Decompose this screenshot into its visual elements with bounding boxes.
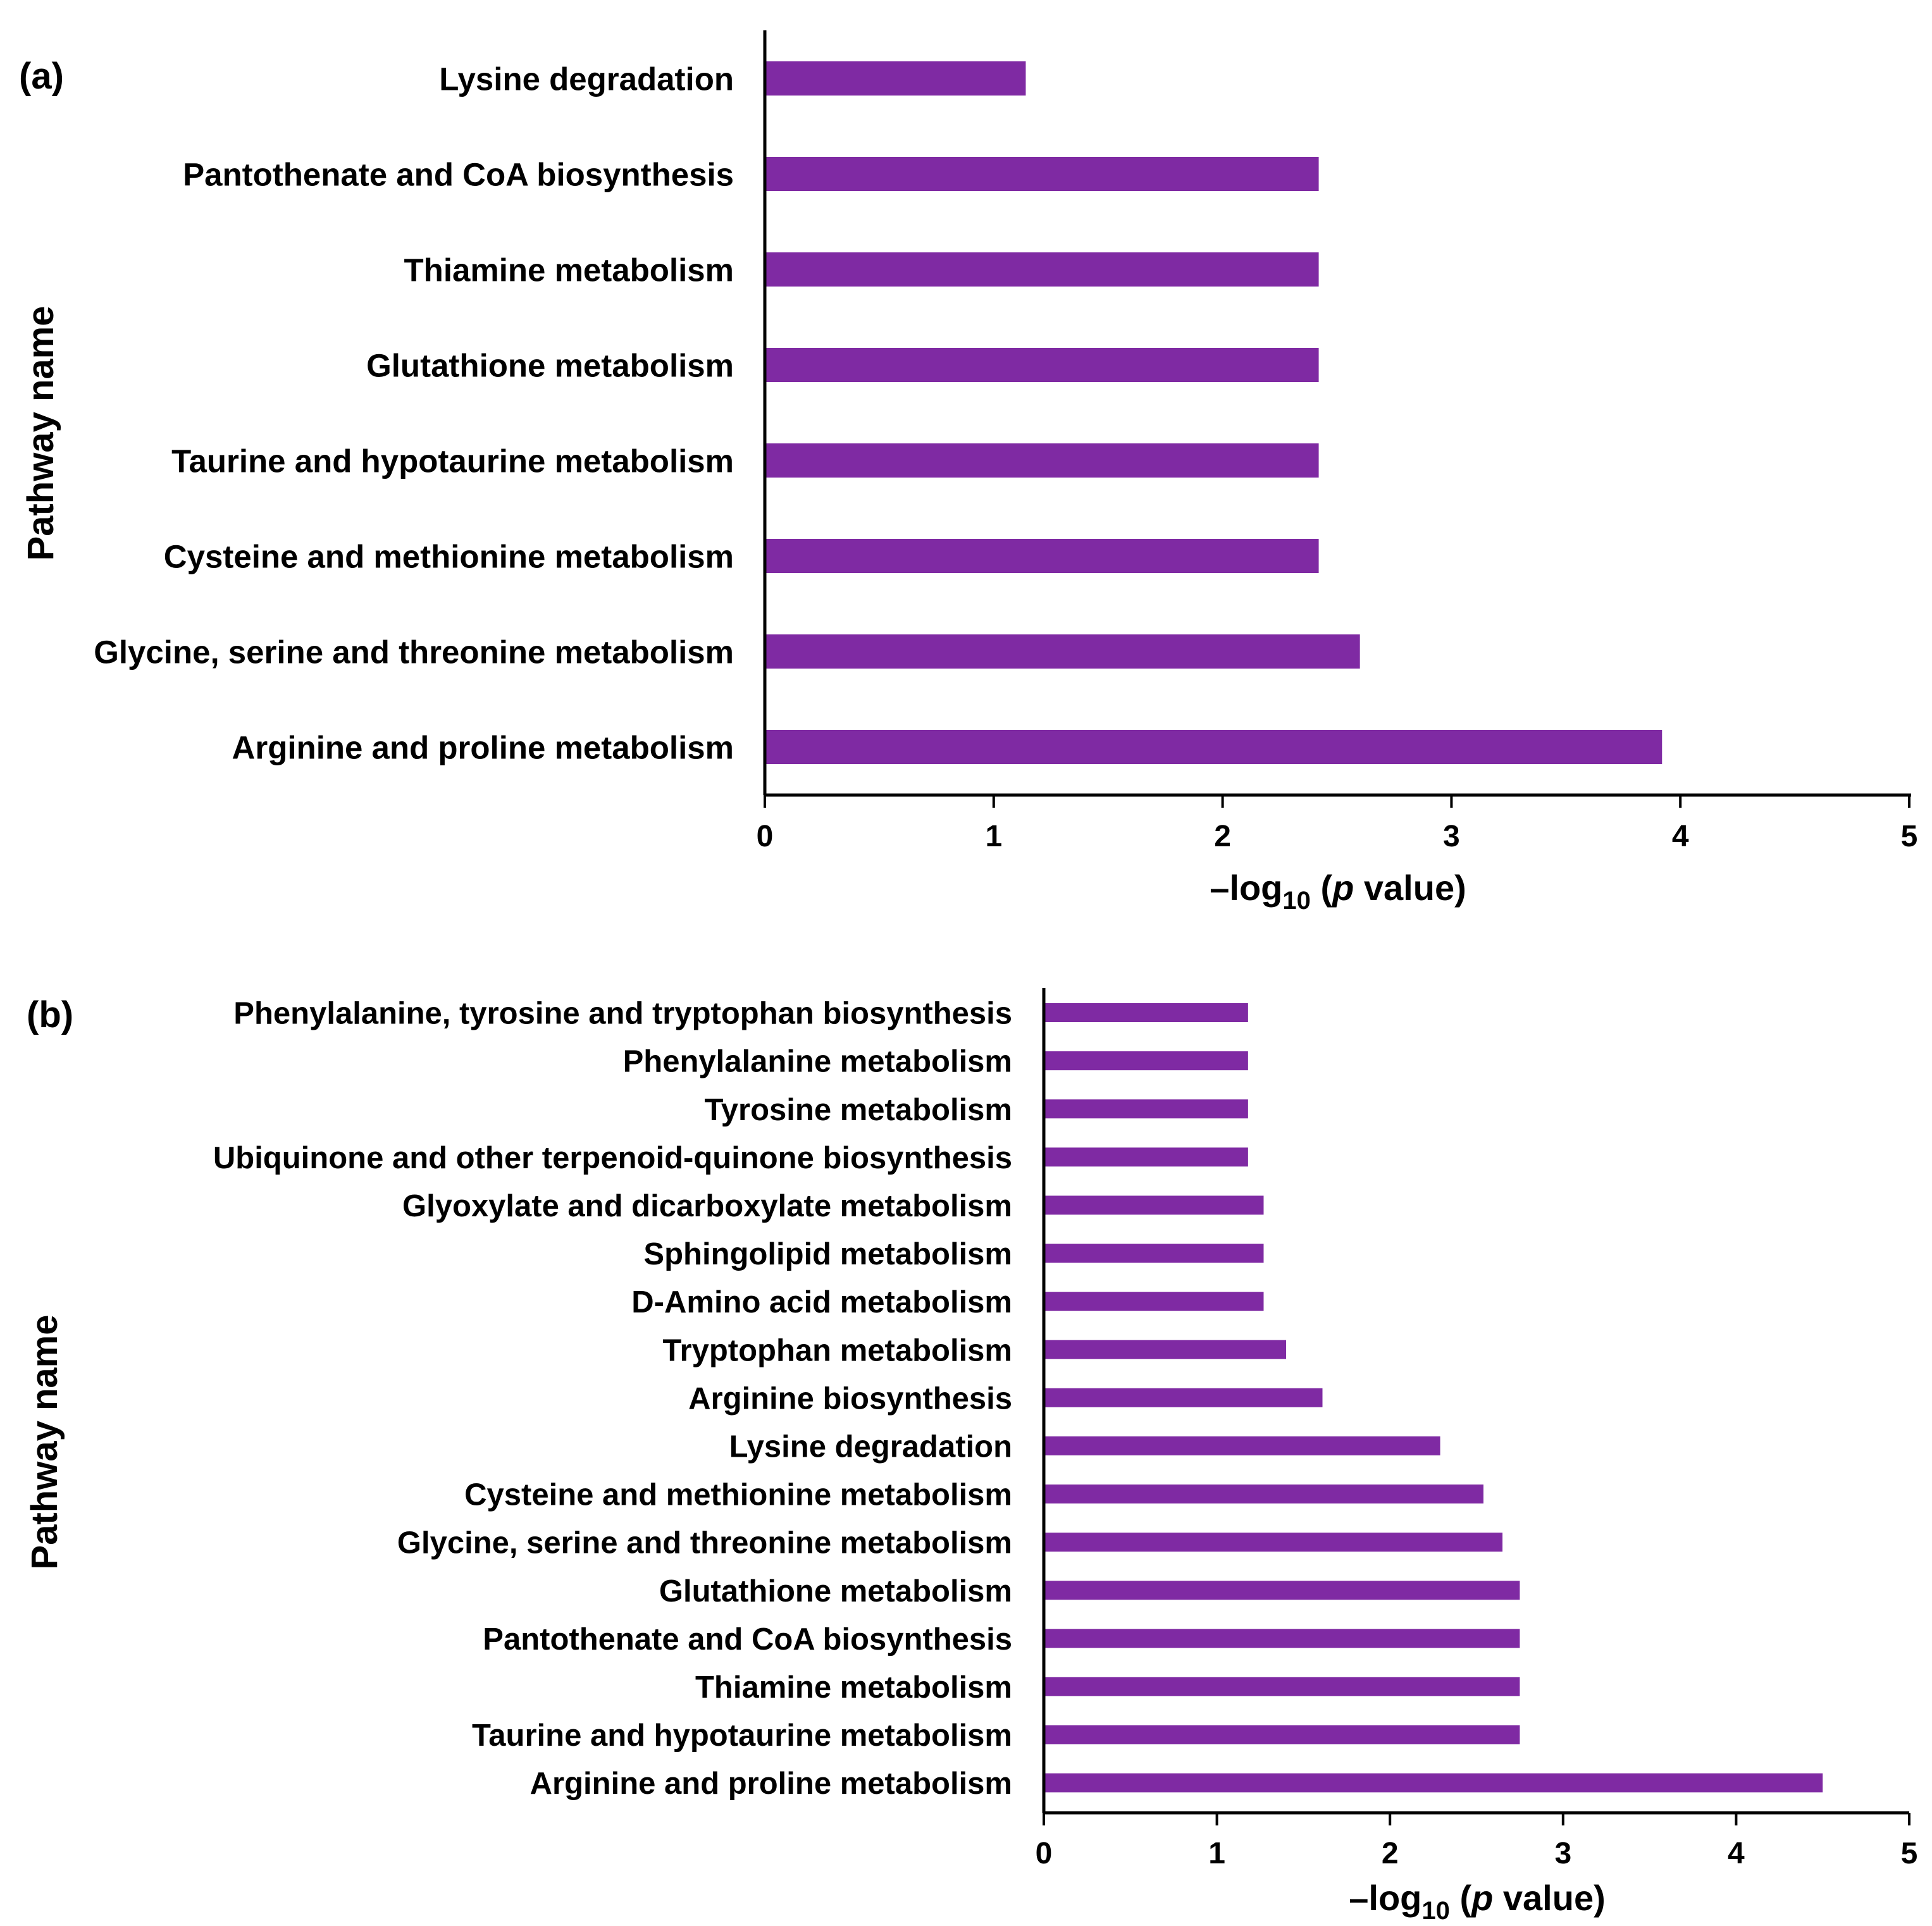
panel-b-y-axis-label: Pathway name bbox=[24, 1315, 65, 1570]
panel-b-category-label: Cysteine and methionine metabolism bbox=[464, 1478, 1012, 1512]
panel-b-category-label: Phenylalanine, tyrosine and tryptophan b… bbox=[233, 997, 1012, 1031]
panel-a-category-label: Thiamine metabolism bbox=[404, 252, 734, 288]
panel-a-bar bbox=[765, 443, 1319, 478]
panel-b-bar bbox=[1044, 1147, 1248, 1167]
panel-b-category-label: Pantothenate and CoA biosynthesis bbox=[483, 1622, 1012, 1657]
panel-a-x-tick-label: 1 bbox=[985, 820, 1002, 853]
panel-a-category-label: Arginine and proline metabolism bbox=[232, 729, 734, 765]
panel-b-x-tick-label: 1 bbox=[1208, 1837, 1225, 1870]
panel-a-x-tick-label: 2 bbox=[1214, 820, 1231, 853]
panel-a-bars bbox=[765, 61, 1663, 764]
panel-a-x-ticks: 0 1 2 3 4 5 bbox=[757, 795, 1918, 853]
panel-b-bar bbox=[1044, 1773, 1823, 1793]
panel-a-bar bbox=[765, 348, 1319, 382]
panel-b-x-tick-label: 2 bbox=[1382, 1837, 1399, 1870]
panel-b-category-label: Ubiquinone and other terpenoid-quinone b… bbox=[213, 1141, 1012, 1175]
panel-b-bar bbox=[1044, 1436, 1440, 1455]
panel-a-y-axis-label: Pathway name bbox=[20, 306, 61, 561]
panel-a-category-labels: Lysine degradation Pantothenate and CoA b… bbox=[94, 61, 734, 765]
panel-b-category-label: Taurine and hypotaurine metabolism bbox=[472, 1719, 1012, 1753]
panel-b-category-label: Tryptophan metabolism bbox=[662, 1333, 1012, 1367]
panel-b: (b) Pathway name Phenylalanine, tyrosine… bbox=[24, 988, 1917, 1925]
panel-b-category-label: Glyoxylate and dicarboxylate metabolism bbox=[402, 1189, 1012, 1223]
panel-b-category-label: Sphingolipid metabolism bbox=[643, 1237, 1012, 1271]
panel-a-x-tick-label: 0 bbox=[757, 820, 774, 853]
panel-b-bars bbox=[1044, 1003, 1823, 1793]
panel-a-bar bbox=[765, 539, 1319, 573]
panel-b-x-axis-label: –log10 (p value) bbox=[1349, 1878, 1605, 1925]
panel-b-bar bbox=[1044, 1195, 1264, 1215]
panel-b-category-label: Thiamine metabolism bbox=[695, 1670, 1012, 1705]
panel-b-bar bbox=[1044, 1099, 1248, 1119]
panel-b-bar bbox=[1044, 1292, 1264, 1311]
panel-a: (a) Pathway name Lysine degradation Panto… bbox=[19, 30, 1917, 915]
panel-b-category-label: Tyrosine metabolism bbox=[704, 1093, 1012, 1127]
panel-a-x-tick-label: 4 bbox=[1672, 820, 1689, 853]
panel-a-label: (a) bbox=[19, 56, 64, 97]
panel-b-bar bbox=[1044, 1533, 1503, 1552]
panel-a-x-tick-label: 5 bbox=[1901, 820, 1918, 853]
panel-b-category-label: Lysine degradation bbox=[729, 1430, 1012, 1464]
panel-a-category-label: Pantothenate and CoA biosynthesis bbox=[183, 156, 734, 192]
panel-b-category-label: Glycine, serine and threonine metabolism bbox=[397, 1526, 1012, 1560]
panel-a-bar bbox=[765, 730, 1663, 764]
panel-b-category-label: Phenylalanine metabolism bbox=[623, 1045, 1012, 1079]
panel-a-category-label: Cysteine and methionine metabolism bbox=[164, 538, 734, 574]
panel-b-bar bbox=[1044, 1485, 1483, 1503]
panel-a-bar bbox=[765, 157, 1319, 191]
panel-b-bar bbox=[1044, 1003, 1248, 1022]
panel-a-bar bbox=[765, 61, 1026, 96]
panel-a-x-tick-label: 3 bbox=[1443, 820, 1460, 853]
panel-b-bar bbox=[1044, 1388, 1323, 1407]
panel-b-bar bbox=[1044, 1051, 1248, 1071]
panel-b-bar bbox=[1044, 1677, 1520, 1696]
panel-b-bar bbox=[1044, 1340, 1287, 1359]
panel-b-label: (b) bbox=[27, 994, 73, 1035]
panel-a-bar bbox=[765, 252, 1319, 287]
panel-b-category-labels: Phenylalanine, tyrosine and tryptophan b… bbox=[213, 997, 1012, 1801]
panel-a-category-label: Glutathione metabolism bbox=[366, 347, 734, 383]
panel-b-x-tick-label: 5 bbox=[1901, 1837, 1918, 1870]
panel-b-x-tick-label: 0 bbox=[1036, 1837, 1053, 1870]
panel-b-category-label: Glutathione metabolism bbox=[659, 1574, 1012, 1608]
panel-a-category-label: Lysine degradation bbox=[439, 61, 734, 97]
panel-b-bar bbox=[1044, 1629, 1520, 1648]
panel-b-bar bbox=[1044, 1244, 1264, 1263]
panel-b-bar bbox=[1044, 1581, 1520, 1600]
panel-a-x-axis-label: –log10 (p value) bbox=[1210, 868, 1466, 915]
panel-b-category-label: Arginine and proline metabolism bbox=[530, 1767, 1012, 1801]
panel-b-x-ticks: 0 1 2 3 4 5 bbox=[1036, 1813, 1918, 1870]
panel-b-x-tick-label: 4 bbox=[1728, 1837, 1745, 1870]
panel-b-x-tick-label: 3 bbox=[1554, 1837, 1571, 1870]
panel-b-category-label: Arginine biosynthesis bbox=[688, 1381, 1012, 1416]
panel-a-category-label: Glycine, serine and threonine metabolism bbox=[94, 634, 734, 670]
panel-a-category-label: Taurine and hypotaurine metabolism bbox=[171, 443, 734, 479]
panel-b-bar bbox=[1044, 1725, 1520, 1744]
panel-a-bar bbox=[765, 634, 1360, 669]
panel-b-category-label: D-Amino acid metabolism bbox=[631, 1285, 1012, 1319]
